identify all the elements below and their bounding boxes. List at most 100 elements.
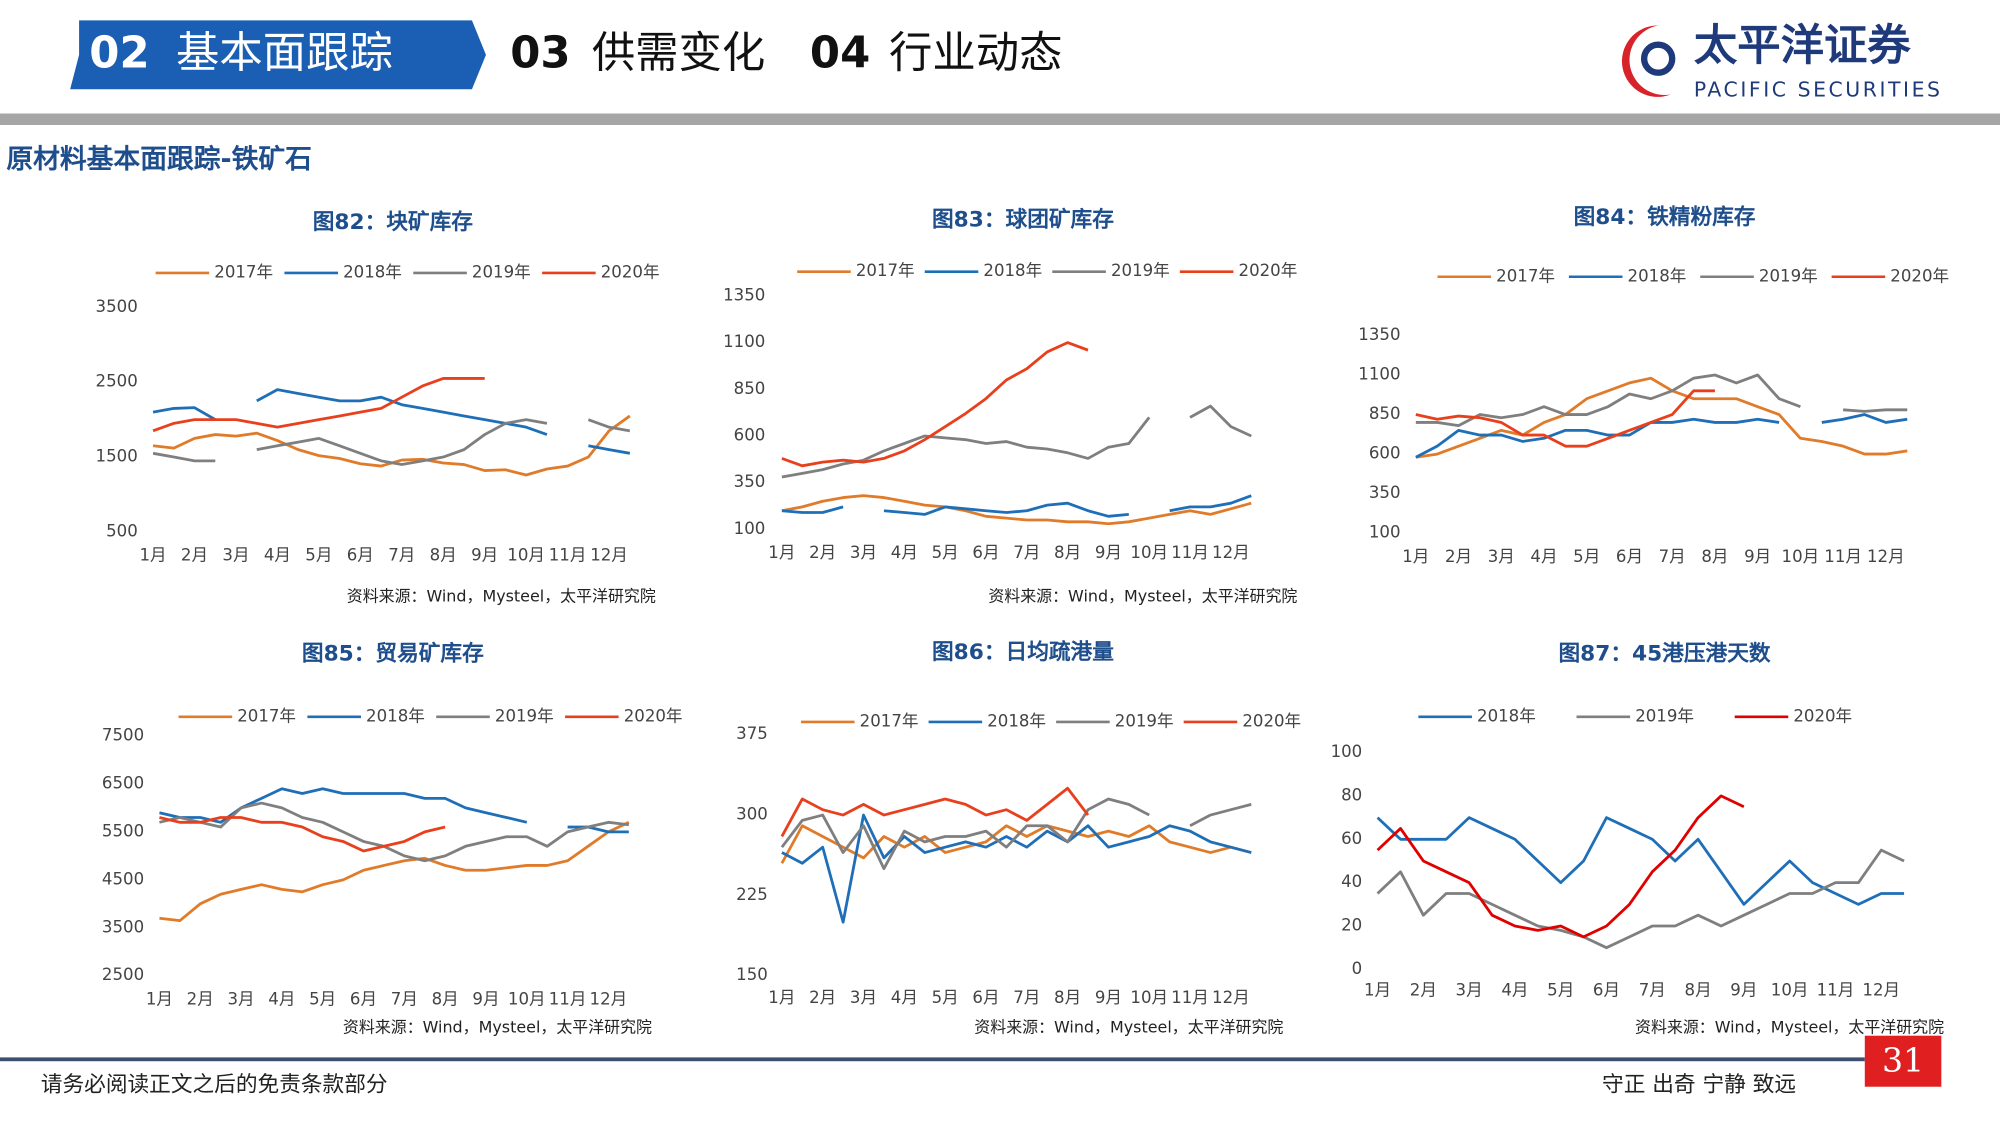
x-tick-label: 7月 [391,990,418,1009]
y-tick-label: 600 [1369,444,1401,463]
x-tick-label: 6月 [1616,547,1643,566]
y-tick-label: 1100 [1358,365,1400,384]
x-tick-label: 12月 [1212,988,1250,1007]
y-tick-label: 600 [734,425,766,444]
disclaimer: 请务必阅读正文之后的免责条款部分 [41,1072,388,1097]
legend-label: 2017年 [214,262,273,281]
legend-label: 2018年 [983,261,1042,280]
y-tick-label: 3500 [96,297,138,316]
x-tick-label: 12月 [1867,547,1905,566]
page-number-bg [1864,1035,1942,1087]
legend-label: 2020年 [1793,706,1852,725]
chart-source: 资料来源：Wind，Mysteel，太平洋研究院 [988,586,1297,605]
legend-label: 2019年 [1115,711,1174,730]
chart-title: 图84：铁精粉库存 [1574,204,1756,230]
x-tick-label: 7月 [1013,988,1040,1007]
series-line [152,414,631,477]
y-tick-label: 350 [1369,483,1401,502]
x-tick-label: 12月 [590,546,628,565]
x-tick-label: 9月 [1095,988,1122,1007]
header-bar [0,113,2000,125]
legend-label: 2020年 [1890,266,1949,285]
tab-label: 供需变化 [592,29,765,79]
y-tick-label: 850 [1369,404,1401,423]
series-line [781,813,1252,924]
x-tick-label: 6月 [972,988,999,1007]
series-line [159,787,629,834]
chart-source: 资料来源：Wind，Mysteel，太平洋研究院 [1635,1018,1944,1037]
x-tick-label: 1月 [768,988,795,1007]
series-line [1415,373,1908,428]
x-tick-label: 5月 [309,990,336,1009]
x-tick-label: 9月 [471,546,498,565]
x-tick-label: 2月 [1445,547,1472,566]
series-line [1376,816,1905,906]
legend-label: 2019年 [1759,266,1818,285]
x-tick-label: 7月 [1639,981,1666,1000]
x-tick-label: 1月 [768,543,795,562]
legend-label: 2019年 [472,262,531,281]
x-tick-label: 11月 [1817,981,1855,1000]
x-tick-label: 4月 [268,990,295,1009]
legend-label: 2018年 [987,711,1046,730]
y-tick-label: 300 [736,805,768,824]
series-line [159,801,629,863]
x-tick-label: 7月 [1013,543,1040,562]
x-tick-label: 5月 [1573,547,1600,566]
y-tick-label: 4500 [102,869,144,888]
x-tick-label: 5月 [932,543,959,562]
y-tick-label: 7500 [102,725,144,744]
tab-label: 行业动态 [889,29,1062,79]
legend-label: 2020年 [1239,261,1298,280]
tab-label: 基本面跟踪 [176,29,393,79]
motto: 守正 出奇 宁静 致远 [1602,1072,1796,1097]
x-tick-label: 10月 [1771,981,1809,1000]
x-tick-label: 2月 [809,543,836,562]
tab-number: 03 [510,29,570,79]
x-tick-label: 8月 [430,546,457,565]
y-tick-label: 500 [106,521,138,540]
y-tick-label: 1350 [1358,325,1400,344]
x-tick-label: 3月 [228,990,255,1009]
x-tick-label: 6月 [1593,981,1620,1000]
series-line [152,388,631,455]
series-line [152,418,631,466]
x-tick-label: 2月 [187,990,214,1009]
tab-number: 04 [810,29,870,79]
y-tick-label: 350 [734,472,766,491]
legend-label: 2019年 [1111,261,1170,280]
y-tick-label: 80 [1341,785,1362,804]
x-tick-label: 10月 [1130,988,1168,1007]
chart-source: 资料来源：Wind，Mysteel，太平洋研究院 [343,1018,652,1037]
y-tick-label: 850 [734,379,766,398]
legend-label: 2018年 [1628,266,1687,285]
logo-icon [1621,25,1676,97]
legend-label: 2017年 [1496,266,1555,285]
x-tick-label: 3月 [1488,547,1515,566]
y-tick-label: 375 [736,724,768,743]
x-tick-label: 9月 [1095,543,1122,562]
x-tick-label: 9月 [1730,981,1757,1000]
chart-source: 资料来源：Wind，Mysteel，太平洋研究院 [347,586,656,605]
y-tick-label: 100 [1369,523,1401,542]
x-tick-label: 2月 [809,988,836,1007]
section-title: 原材料基本面跟踪-铁矿石 [6,143,312,175]
legend-label: 2020年 [624,706,683,725]
x-tick-label: 1月 [1364,981,1391,1000]
legend-label: 2017年 [860,711,919,730]
x-tick-label: 8月 [1054,988,1081,1007]
x-tick-label: 1月 [146,990,173,1009]
series-line [1415,389,1715,448]
series-line [1415,413,1908,459]
x-tick-label: 10月 [1130,543,1168,562]
x-tick-label: 12月 [1862,981,1900,1000]
y-tick-label: 2500 [102,965,144,984]
legend-label: 2018年 [343,262,402,281]
x-tick-label: 8月 [1701,547,1728,566]
legend-label: 2019年 [1635,706,1694,725]
x-tick-label: 3月 [850,543,877,562]
chart-title: 图85：贸易矿库存 [302,640,484,666]
x-tick-label: 9月 [472,990,499,1009]
chart-title: 图86：日均疏港量 [932,639,1114,665]
